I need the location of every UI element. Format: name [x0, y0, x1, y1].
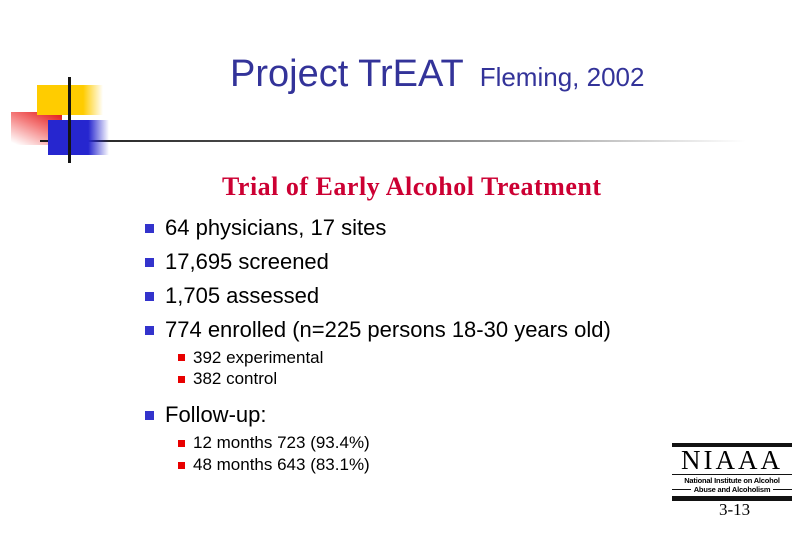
square-bullet-icon [145, 410, 154, 420]
sub-list-item: 12 months 723 (93.4%) [178, 432, 785, 454]
logo-subtitle-line2: Abuse and Alcoholism [693, 485, 771, 494]
logo-divider [672, 474, 792, 475]
logo-bottom-bar [672, 496, 792, 501]
logo-top-bar [672, 443, 792, 447]
logo-acronym: NIAAA [681, 445, 783, 475]
square-bullet-icon [145, 325, 154, 335]
sub-list-item: 48 months 643 (83.1%) [178, 454, 785, 476]
list-item-text: 392 experimental [193, 347, 324, 367]
list-item: Follow-up: [145, 398, 785, 432]
list-item: 774 enrolled (n=225 persons 18-30 years … [145, 313, 785, 347]
square-bullet-icon [145, 257, 154, 267]
slide-title-row: Project TrEAT Fleming, 2002 [230, 50, 644, 98]
decoration-vertical-line [68, 77, 71, 163]
list-item: 17,695 screened [145, 245, 785, 279]
logo-side-rule [773, 489, 793, 490]
decoration-blue-square [48, 120, 109, 155]
slide-title: Project TrEAT [230, 53, 464, 95]
square-bullet-icon [178, 461, 185, 469]
square-bullet-icon [178, 354, 185, 362]
sub-list-item: 392 experimental [178, 347, 785, 369]
square-bullet-icon [178, 375, 185, 383]
list-item-text: 382 control [193, 369, 278, 389]
logo-subtitle-line2-row: Abuse and Alcoholism [672, 485, 793, 494]
bullet-list: 64 physicians, 17 sites 17,695 screened … [145, 211, 785, 476]
section-heading: Trial of Early Alcohol Treatment [222, 172, 602, 201]
niaaa-logo: NIAAA National Institute on Alcohol Abus… [672, 443, 793, 501]
list-item: 64 physicians, 17 sites [145, 211, 785, 245]
list-item-text: 17,695 screened [165, 249, 329, 274]
list-item-text: 12 months 723 (93.4%) [193, 433, 370, 452]
slide-title-citation: Fleming, 2002 [479, 62, 645, 92]
logo-subtitle-line1: National Institute on Alcohol [684, 476, 780, 485]
list-item-text: 48 months 643 (83.1%) [193, 455, 370, 474]
list-item-text: Follow-up: [165, 402, 267, 427]
list-item: 1,705 assessed [145, 279, 785, 313]
list-item-text: 1,705 assessed [165, 283, 320, 308]
page-number: 3-13 [719, 500, 751, 519]
square-bullet-icon [145, 223, 154, 233]
square-bullet-icon [145, 291, 154, 301]
list-item-text: 774 enrolled (n=225 persons 18-30 years … [165, 317, 611, 342]
decoration-horizontal-line [40, 140, 760, 142]
sub-list-item: 382 control [178, 369, 785, 391]
list-item-text: 64 physicians, 17 sites [165, 215, 387, 240]
logo-side-rule [672, 489, 691, 490]
square-bullet-icon [178, 439, 185, 447]
